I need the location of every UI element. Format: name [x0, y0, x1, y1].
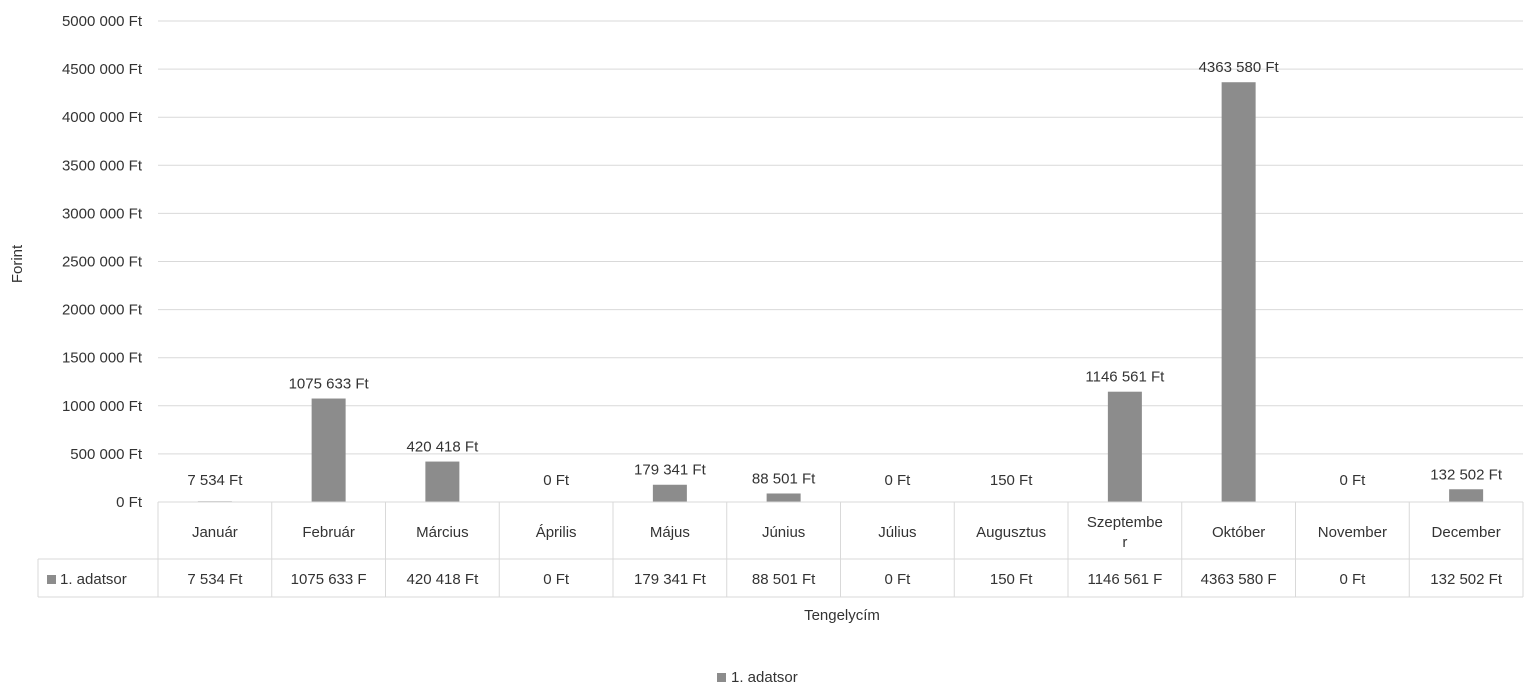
x-category-label: Július	[878, 524, 916, 541]
x-category-label: November	[1318, 524, 1387, 541]
x-category-label: Augusztus	[976, 524, 1046, 541]
x-category-label: Április	[536, 524, 577, 541]
data-label: 1146 561 Ft	[1085, 369, 1165, 386]
bar	[1107, 391, 1142, 502]
legend: 1. adatsor	[717, 669, 798, 686]
x-category-label: December	[1432, 524, 1501, 541]
x-category-label: Június	[762, 524, 805, 541]
x-category-label: Október	[1212, 524, 1265, 541]
y-axis: 0 Ft 500 000 Ft 1000 000 Ft 1500 000 Ft 2000…	[62, 13, 143, 511]
x-category-label: Február	[302, 524, 355, 541]
bar	[311, 398, 346, 502]
data-label: 7 534 Ft	[187, 472, 243, 489]
table-cell-value: 0 Ft	[1339, 571, 1366, 588]
data-labels: 7 534 Ft 1075 633 Ft 420 418 Ft 0 Ft 179 341…	[187, 59, 1502, 489]
y-tick-label: 4000 000 Ft	[62, 109, 143, 126]
table-cell-value: 132 502 Ft	[1430, 571, 1503, 588]
bar	[1221, 82, 1256, 502]
data-label: 1075 633 Ft	[289, 376, 370, 393]
data-label: 0 Ft	[543, 472, 570, 489]
x-category-label: Március	[416, 524, 469, 541]
table-cell-value: 4363 580 F	[1201, 571, 1277, 588]
y-tick-label: 4500 000 Ft	[62, 61, 143, 78]
y-tick-label: 5000 000 Ft	[62, 13, 143, 30]
table-cell-value: 1146 561 F	[1087, 571, 1162, 588]
bar	[425, 461, 460, 502]
legend-label: 1. adatsor	[731, 669, 798, 686]
data-label: 0 Ft	[884, 472, 911, 489]
gridlines	[158, 20, 1523, 455]
data-label: 179 341 Ft	[634, 462, 707, 479]
table-cell-value: 7 534 Ft	[187, 571, 243, 588]
y-tick-label: 500 000 Ft	[70, 446, 143, 463]
bars	[197, 82, 1484, 502]
data-label: 4363 580 Ft	[1199, 59, 1280, 76]
table-series-name: 1. adatsor	[60, 571, 127, 588]
table-cell-value: 0 Ft	[884, 571, 911, 588]
y-tick-label: 0 Ft	[116, 494, 143, 511]
table-cell-value: 1075 633 F	[291, 571, 367, 588]
y-tick-label: 3000 000 Ft	[62, 205, 143, 222]
table-cell-value: 420 418 Ft	[407, 571, 480, 588]
table-cell-value: 179 341 Ft	[634, 571, 707, 588]
bar	[766, 493, 801, 502]
x-axis-title: Tengelycím	[804, 607, 880, 624]
legend-swatch	[717, 673, 726, 682]
data-label: 132 502 Ft	[1430, 466, 1503, 483]
x-category-label: r	[1122, 534, 1127, 551]
bar	[652, 484, 687, 502]
table-cell-value: 88 501 Ft	[752, 571, 816, 588]
y-tick-label: 1500 000 Ft	[62, 350, 143, 367]
y-tick-label: 2000 000 Ft	[62, 302, 143, 319]
data-label: 150 Ft	[990, 472, 1033, 489]
x-category-label: Szeptembe	[1087, 514, 1163, 531]
y-tick-label: 2500 000 Ft	[62, 254, 143, 271]
data-label: 88 501 Ft	[752, 470, 816, 487]
data-label: 420 418 Ft	[407, 439, 480, 456]
table-cell-value: 0 Ft	[543, 571, 570, 588]
data-label: 0 Ft	[1339, 472, 1366, 489]
table-legend-swatch	[47, 575, 56, 584]
y-tick-label: 3500 000 Ft	[62, 157, 143, 174]
y-tick-label: 1000 000 Ft	[62, 398, 143, 415]
table-cell-value: 150 Ft	[990, 571, 1033, 588]
data-table: Január 7 534 Ft Február 1075 633 F Március 42…	[37, 501, 1524, 598]
bar	[1449, 489, 1484, 502]
y-axis-title: Forint	[9, 244, 26, 283]
x-category-label: Május	[650, 524, 690, 541]
x-category-label: Január	[192, 524, 238, 541]
